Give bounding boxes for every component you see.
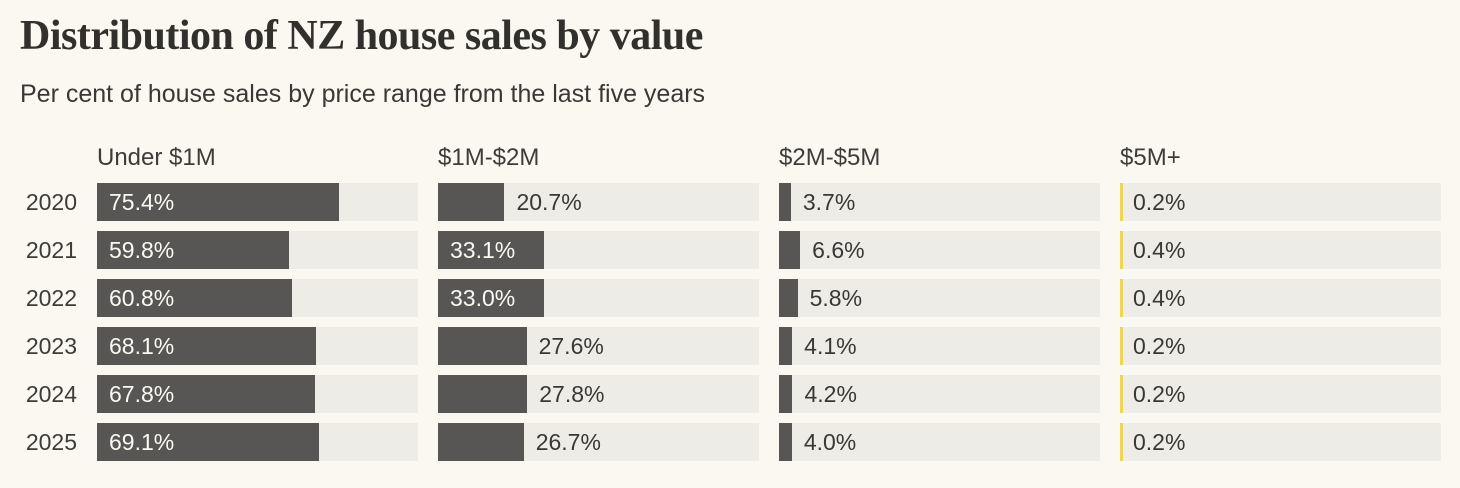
bar-track: 67.8%	[97, 375, 418, 413]
bar-track: 20.7%	[438, 183, 759, 221]
bar-segment	[779, 375, 793, 413]
column-header: Under $1M	[97, 144, 216, 171]
bar-track: 33.1%	[438, 231, 759, 269]
bar-value-label: 27.6%	[538, 333, 604, 359]
bar-track: 75.4%	[97, 183, 418, 221]
bar-segment	[779, 183, 791, 221]
bar-segment	[1120, 231, 1123, 269]
page-title: Distribution of NZ house sales by value	[20, 13, 703, 59]
bar-track: 5.8%	[779, 279, 1100, 317]
bar-track: 59.8%	[97, 231, 418, 269]
bar-value-label: 4.1%	[804, 333, 857, 359]
column-header: $1M-$2M	[438, 144, 540, 171]
row-label-year: 2023	[25, 333, 77, 359]
bar-track: 60.8%	[97, 279, 418, 317]
bar-track: 0.2%	[1120, 375, 1441, 413]
bar-segment	[97, 327, 316, 365]
bar-value-label: 4.2%	[804, 381, 857, 407]
bar-value-label: 33.1%	[450, 237, 516, 263]
bar-value-label: 69.1%	[109, 429, 175, 455]
bar-track: 0.2%	[1120, 423, 1441, 461]
bar-value-label: 0.2%	[1133, 189, 1186, 215]
bar-value-label: 4.0%	[803, 429, 857, 455]
bar-value-label: 26.7%	[535, 429, 601, 455]
bar-segment	[779, 423, 792, 461]
bar-segment	[438, 375, 528, 413]
bar-segment	[779, 231, 801, 269]
bar-segment	[97, 423, 319, 461]
bar-value-label: 0.2%	[1133, 333, 1186, 359]
bar-value-label: 0.2%	[1133, 429, 1186, 455]
bar-value-label: 27.8%	[539, 381, 605, 407]
bar-track: 6.6%	[779, 231, 1100, 269]
bar-track: 68.1%	[97, 327, 418, 365]
bar-segment	[1120, 423, 1123, 461]
bar-value-label: 6.6%	[812, 237, 865, 263]
bar-track: 33.0%	[438, 279, 759, 317]
row-label-year: 2022	[25, 285, 77, 311]
bar-value-label: 3.7%	[802, 189, 856, 215]
bar-track: 3.7%	[779, 183, 1100, 221]
bar-segment	[1120, 279, 1123, 317]
header-spacer	[0, 143, 77, 173]
bar-track: 4.1%	[779, 327, 1100, 365]
bar-track: 0.2%	[1120, 183, 1441, 221]
column-header: $2M-$5M	[779, 144, 881, 171]
bar-value-label: 60.8%	[109, 285, 175, 311]
bar-value-label: 33.0%	[450, 285, 516, 311]
bar-value-label: 75.4%	[109, 189, 175, 215]
bar-track: 4.0%	[779, 423, 1100, 461]
bar-segment	[97, 279, 293, 317]
bar-segment	[779, 279, 798, 317]
bar-segment	[438, 183, 505, 221]
bar-track: 26.7%	[438, 423, 759, 461]
bar-value-label: 59.8%	[109, 237, 175, 263]
bar-segment	[438, 423, 524, 461]
bar-value-label: 0.4%	[1133, 285, 1186, 311]
bar-chart-table: Under $1M $1M-$2M $2M-$5M $5M+ 2020 75.4% 20.7…	[0, 143, 1460, 461]
bar-segment	[1120, 327, 1123, 365]
bar-track: 27.6%	[438, 327, 759, 365]
bar-track: 0.2%	[1120, 327, 1441, 365]
bar-segment	[97, 375, 315, 413]
bar-track: 27.8%	[438, 375, 759, 413]
column-header: $5M+	[1120, 144, 1181, 171]
row-label-year: 2025	[25, 429, 77, 455]
page-subtitle: Per cent of house sales by price range f…	[20, 80, 706, 108]
bar-segment	[97, 231, 289, 269]
row-label-year: 2024	[25, 381, 77, 407]
bar-track: 69.1%	[97, 423, 418, 461]
bar-value-label: 20.7%	[516, 189, 582, 215]
bar-segment	[438, 327, 527, 365]
bar-segment	[438, 279, 544, 317]
bar-segment	[779, 327, 793, 365]
bar-value-label: 0.2%	[1133, 381, 1186, 407]
row-label-year: 2021	[25, 237, 77, 263]
bar-value-label: 0.4%	[1133, 237, 1186, 263]
bar-value-label: 5.8%	[809, 285, 863, 311]
bar-track: 0.4%	[1120, 231, 1441, 269]
bar-value-label: 68.1%	[109, 333, 175, 359]
bar-value-label: 67.8%	[109, 381, 175, 407]
bar-track: 0.4%	[1120, 279, 1441, 317]
bar-segment	[97, 183, 340, 221]
bar-segment	[1120, 183, 1123, 221]
bar-segment	[1120, 375, 1123, 413]
bar-track: 4.2%	[779, 375, 1100, 413]
bar-segment	[438, 231, 545, 269]
row-label-year: 2020	[25, 189, 77, 215]
